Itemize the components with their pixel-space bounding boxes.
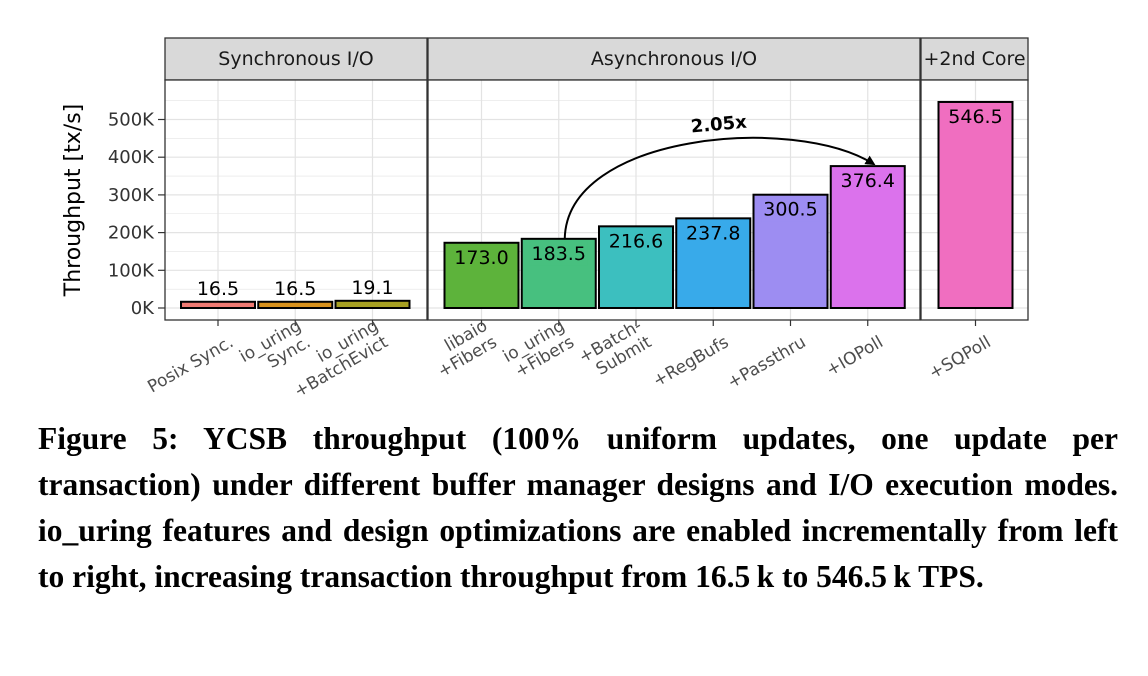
bar-value-label: 19.1 <box>351 277 393 299</box>
annotation-arrow <box>563 136 876 239</box>
x-tick-label: +Passthru <box>724 332 809 393</box>
x-tick-label: +RegBufs <box>650 332 733 391</box>
y-axis: 0K 100K 200K 300K 400K 500K <box>108 110 165 319</box>
annotation-label: 2.05x <box>690 112 748 138</box>
y-tick-label: 400K <box>108 147 155 168</box>
x-tick-label: io_uringSync. <box>236 316 314 384</box>
panel-border <box>920 79 1029 321</box>
x-tick-label: io_uring+Fibers <box>500 316 578 384</box>
facet-panels: Synchronous I/O 16.5 Posix Sync. 16.5 io_uri… <box>144 37 1029 402</box>
bar-value-label: 183.5 <box>532 243 586 265</box>
annotations: 2.05x <box>563 112 876 239</box>
y-tick-label: 300K <box>108 185 155 206</box>
y-axis-label: Throughput [tx/s] <box>61 104 86 297</box>
facet-panel: +2nd Core 546.5 +SQPoll <box>920 37 1029 384</box>
bar <box>334 299 411 309</box>
x-tick-label: +IOPoll <box>823 332 887 380</box>
throughput-chart: Throughput [tx/s] 0K 100K 200K 300K 400K 500K… <box>61 37 1029 402</box>
bar <box>257 300 334 310</box>
x-tick-label: Posix Sync. <box>144 332 237 397</box>
panel-border <box>164 79 428 321</box>
facet-panel: Asynchronous I/O 173.0 libaio+Fibers 183.5 i… <box>425 37 921 393</box>
x-tick-label: +SQPoll <box>926 332 995 383</box>
panel-border <box>427 79 921 321</box>
bar-value-label: 300.5 <box>763 199 817 221</box>
x-tick-label: libaio+Fibers <box>425 316 501 382</box>
y-tick-label: 0K <box>131 298 155 319</box>
bar-value-label: 216.6 <box>609 230 663 252</box>
bar <box>937 100 1014 309</box>
facet-label: Synchronous I/O <box>218 48 373 70</box>
facet-label: +2nd Core <box>923 48 1025 70</box>
bar <box>180 300 256 310</box>
facet-strip <box>427 37 921 81</box>
x-tick-label: +Batch-Submit <box>576 316 656 385</box>
bar-value-label: 16.5 <box>274 278 316 300</box>
facet-label: Asynchronous I/O <box>591 48 757 70</box>
bar-value-label: 16.5 <box>197 278 239 300</box>
bar-value-label: 173.0 <box>454 247 508 269</box>
y-tick-label: 500K <box>108 110 155 131</box>
figure-caption: Figure 5: YCSB throughput (100% uniform … <box>38 421 1118 594</box>
y-tick-label: 200K <box>108 223 155 244</box>
y-tick-label: 100K <box>108 260 155 281</box>
bar-value-label: 237.8 <box>686 222 740 244</box>
facet-panel: Synchronous I/O 16.5 Posix Sync. 16.5 io_uri… <box>144 37 428 402</box>
bar-value-label: 376.4 <box>841 170 895 192</box>
bar-value-label: 546.5 <box>948 106 1002 128</box>
